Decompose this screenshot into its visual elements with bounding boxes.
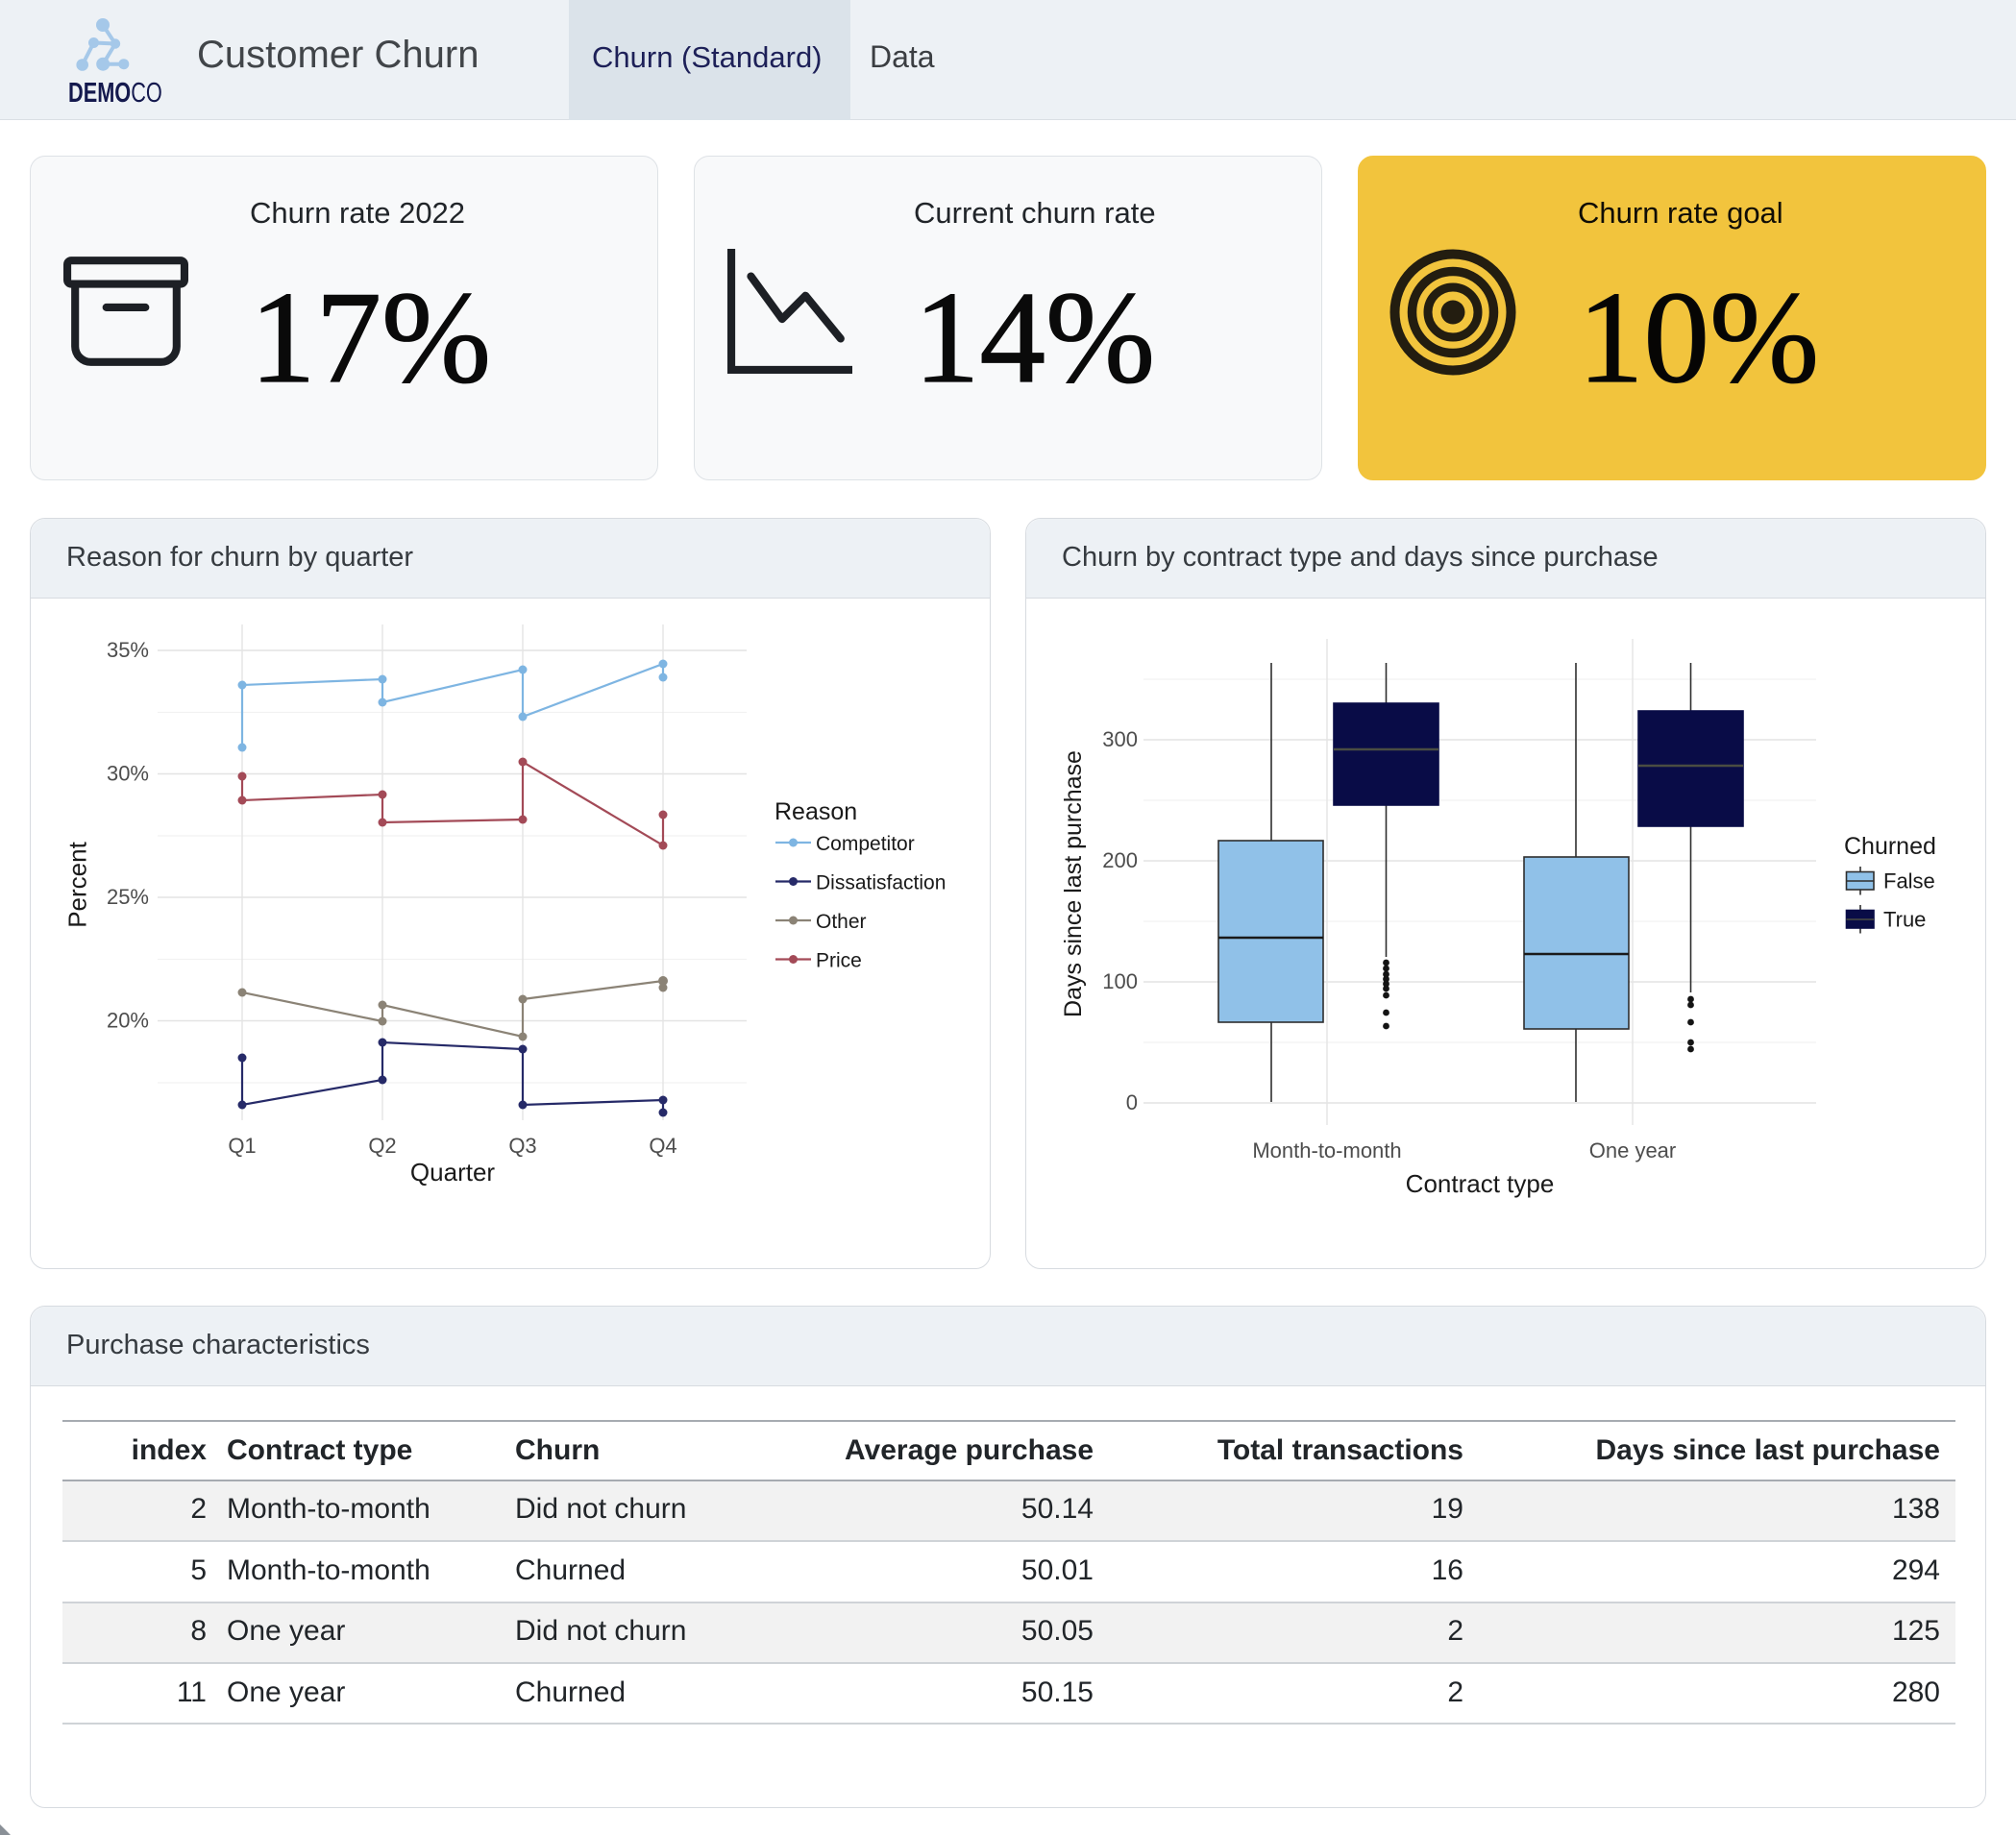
svg-text:Q1: Q1 bbox=[228, 1134, 256, 1158]
svg-text:20%: 20% bbox=[107, 1009, 149, 1033]
svg-text:Price: Price bbox=[816, 950, 862, 972]
svg-text:Dissatisfaction: Dissatisfaction bbox=[816, 872, 946, 894]
svg-text:35%: 35% bbox=[107, 638, 149, 662]
svg-text:0: 0 bbox=[1126, 1090, 1138, 1114]
svg-text:False: False bbox=[1883, 869, 1935, 893]
svg-text:Q3: Q3 bbox=[508, 1134, 536, 1158]
svg-text:300: 300 bbox=[1102, 727, 1138, 751]
svg-text:Q4: Q4 bbox=[649, 1134, 676, 1158]
svg-text:100: 100 bbox=[1102, 969, 1138, 993]
svg-text:Month-to-month: Month-to-month bbox=[1252, 1138, 1401, 1162]
svg-text:Churned: Churned bbox=[1844, 833, 1936, 860]
svg-text:One year: One year bbox=[1589, 1138, 1677, 1162]
svg-text:Reason: Reason bbox=[774, 798, 857, 825]
svg-text:30%: 30% bbox=[107, 762, 149, 786]
svg-text:Other: Other bbox=[816, 911, 867, 933]
svg-text:Quarter: Quarter bbox=[410, 1158, 495, 1187]
svg-text:Percent: Percent bbox=[63, 841, 92, 927]
svg-text:Days since last purchase: Days since last purchase bbox=[1060, 750, 1087, 1017]
svg-text:DEMOCO: DEMOCO bbox=[68, 78, 162, 109]
svg-text:200: 200 bbox=[1102, 848, 1138, 872]
svg-text:25%: 25% bbox=[107, 885, 149, 909]
svg-text:Contract type: Contract type bbox=[1406, 1169, 1555, 1198]
svg-text:True: True bbox=[1883, 908, 1926, 932]
svg-text:Competitor: Competitor bbox=[816, 833, 915, 855]
svg-text:Q2: Q2 bbox=[368, 1134, 396, 1158]
